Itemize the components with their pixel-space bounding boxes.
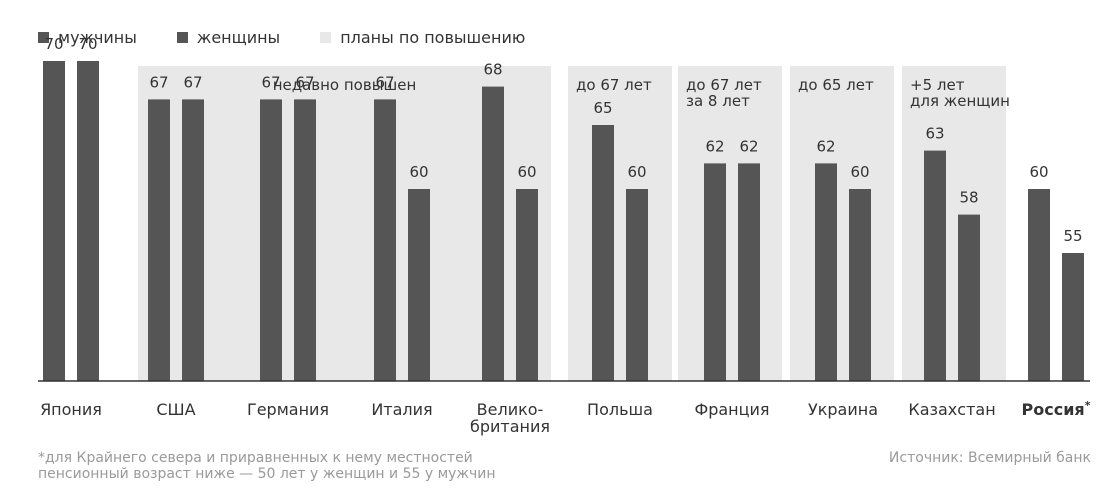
bar-women	[294, 99, 316, 382]
data-label: 70	[78, 35, 97, 53]
data-label: 60	[850, 163, 869, 181]
category-label: Франция	[694, 400, 769, 419]
legend-item-men: мужчины	[38, 28, 137, 47]
data-label: 60	[409, 163, 428, 181]
legend: мужчины женщины планы по повышению	[38, 27, 565, 47]
bar-men	[260, 99, 282, 382]
data-label: 62	[705, 137, 724, 155]
annotation-label: до 67 лет	[576, 76, 652, 94]
bar-women	[516, 189, 538, 381]
category-label: США	[156, 400, 195, 419]
category-label: Япония	[40, 400, 102, 419]
bar-women	[958, 214, 980, 381]
data-label: 70	[44, 35, 63, 53]
annotation-label: для женщин	[910, 92, 1010, 110]
category-label: Велико-	[477, 400, 544, 419]
annotation-label: до 65 лет	[798, 76, 874, 94]
category-label: Казахстан	[908, 400, 995, 419]
annotation-label: до 67 лет	[686, 76, 762, 94]
bar-men	[592, 125, 614, 381]
bar-men	[1028, 189, 1050, 381]
annotation-label: за 8 лет	[686, 92, 750, 110]
bar-women	[738, 163, 760, 381]
data-label: 67	[149, 73, 168, 91]
bar-women	[77, 61, 99, 381]
bar-women	[626, 189, 648, 381]
data-label: 60	[1029, 163, 1048, 181]
legend-label-plans: планы по повышению	[340, 27, 526, 47]
legend-swatch-plans	[320, 31, 332, 43]
data-label: 60	[627, 163, 646, 181]
legend-label-men: мужчины	[58, 27, 137, 47]
plans-panel	[790, 66, 894, 381]
legend-item-women: женщины	[176, 27, 281, 47]
bar-men	[374, 99, 396, 382]
legend-swatch-women	[176, 31, 188, 43]
data-label: 63	[925, 125, 944, 143]
bar-men	[148, 99, 170, 382]
category-label: Россия*	[1022, 399, 1091, 419]
annotation-label: недавно повышен	[273, 76, 417, 94]
legend-swatch-men	[38, 31, 49, 43]
category-label: Польша	[587, 400, 653, 419]
category-label: Германия	[247, 400, 329, 419]
bar-women	[849, 189, 871, 381]
data-label: 62	[739, 137, 758, 155]
bar-women	[1062, 253, 1084, 381]
footnote: *для Крайнего севера и приравненных к не…	[38, 450, 496, 482]
category-label: британия	[470, 417, 550, 436]
annotation-label: +5 лет	[910, 76, 965, 94]
legend-label-women: женщины	[196, 27, 281, 47]
data-label: 67	[261, 73, 280, 91]
bar-men	[924, 150, 946, 381]
data-label: 68	[483, 61, 502, 79]
data-label: 65	[593, 99, 612, 117]
plans-panel	[568, 66, 672, 381]
data-label: 67	[375, 73, 394, 91]
data-label: 67	[183, 73, 202, 91]
plans-panel	[902, 66, 1006, 381]
data-label: 62	[816, 137, 835, 155]
bar-women	[408, 189, 430, 381]
bar-men	[704, 163, 726, 381]
bar-men	[482, 86, 504, 381]
data-label: 58	[959, 189, 978, 207]
source-label: Источник: Всемирный банк	[888, 450, 1091, 466]
category-label: Италия	[371, 400, 432, 419]
plans-panel	[678, 66, 782, 381]
category-label: Украина	[808, 400, 878, 419]
data-label: 55	[1063, 227, 1082, 245]
legend-item-plans: планы по повышению	[320, 28, 525, 47]
bar-men	[43, 61, 65, 381]
data-label: 67	[295, 73, 314, 91]
data-label: 60	[517, 163, 536, 181]
bar-men	[815, 163, 837, 381]
bar-women	[182, 99, 204, 382]
